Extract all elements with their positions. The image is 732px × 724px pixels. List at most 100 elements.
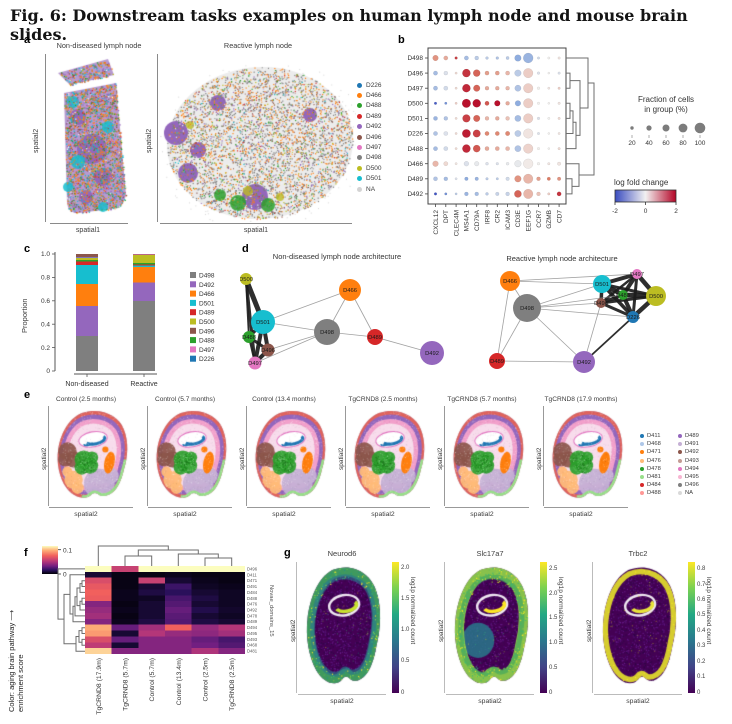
- legend-color-dot: [640, 466, 644, 471]
- dotplot-col-label: CD3E: [515, 209, 522, 227]
- legend-color-dot: [357, 186, 362, 192]
- dotplot-dot: [472, 99, 481, 108]
- bar-legend-label: D501: [199, 300, 215, 307]
- heatmap-row-label: D476: [247, 602, 258, 607]
- dotplot-dot: [462, 114, 471, 123]
- brain-slice-xlabel: spatial2: [470, 511, 494, 518]
- heatmap-cell: [165, 624, 192, 631]
- dotplot-dot: [473, 84, 481, 92]
- network-node-label: D488: [242, 335, 256, 341]
- brain-legend-item: D468: [640, 441, 661, 447]
- lfc-colorbar: [614, 189, 677, 203]
- bar-segment: [76, 254, 98, 257]
- dotplot-dot: [547, 192, 551, 196]
- dotplot-dot: [472, 129, 481, 138]
- network-node: [248, 356, 262, 370]
- legend-color-dot: [678, 434, 682, 438]
- dotplot-dot: [443, 55, 449, 61]
- heatmap-cell: [138, 595, 166, 602]
- brain-slice-xlabel: spatial2: [272, 511, 296, 518]
- legend-color-dot: [357, 165, 362, 171]
- heatmap-cell: [218, 618, 246, 625]
- panel-b-label: b: [398, 34, 405, 46]
- dotplot-dot: [523, 128, 534, 139]
- bar-category-label: Non-diseased: [65, 381, 108, 388]
- brain-legend-item: D471: [640, 449, 661, 455]
- dotplot-dot: [454, 117, 458, 120]
- size-legend-dot: [694, 122, 706, 134]
- bar-segment: [133, 254, 155, 255]
- network-node: [513, 294, 541, 322]
- legend-color-dot: [678, 450, 682, 455]
- panel-d-label: d: [242, 243, 249, 255]
- brain-legend-item: D476: [640, 458, 661, 464]
- dotplot-dot: [454, 132, 458, 135]
- legend-color-dot: [640, 450, 644, 455]
- cb-tick-label: 0: [63, 572, 67, 579]
- bar-legend-label: D496: [199, 328, 215, 335]
- brain-legend-item: D411: [640, 433, 660, 439]
- dotplot-dot: [432, 55, 439, 61]
- dotplot-dot: [472, 144, 481, 153]
- brain-legend-item: D489: [678, 433, 699, 439]
- dotplot-dot: [537, 71, 540, 75]
- dotplot-dot: [485, 192, 489, 196]
- brain-slice-yaxis: [48, 406, 49, 506]
- network-node: [618, 290, 628, 300]
- heatmap-cell: [138, 624, 166, 631]
- dotplot-row-label: D466: [407, 161, 423, 168]
- heatmap-cell: [191, 577, 219, 584]
- dotplot-dot: [433, 146, 438, 151]
- dotplot-dot: [557, 86, 561, 90]
- legend-color-dot: [357, 82, 362, 88]
- brain-slice-yaxis: [246, 406, 247, 506]
- dotplot-dot: [523, 83, 534, 94]
- dotplot-dot: [557, 71, 561, 75]
- dotplot-dot: [463, 161, 469, 167]
- dotplot-dot: [443, 116, 448, 121]
- heatmap-cell: [191, 618, 219, 625]
- dotplot-dot: [537, 56, 540, 60]
- bar-legend-swatch: [190, 337, 196, 344]
- dotplot-dot: [433, 131, 438, 136]
- dotplot-col-label: CD7: [556, 210, 563, 223]
- brain-slice-ylabel: spatial2: [536, 447, 543, 470]
- dotplot-dot: [454, 147, 458, 150]
- bar-segment: [133, 300, 155, 371]
- bar-ytick-label: 0: [46, 368, 50, 375]
- heatmap-cell: [111, 648, 139, 655]
- network-node: [500, 271, 520, 291]
- dotplot-dot: [547, 147, 550, 150]
- heatmap-row-label: D411: [247, 572, 257, 577]
- heatmap-cell: [138, 607, 166, 613]
- expression-cb-tick-label: 0.2: [697, 658, 706, 665]
- legend-color-dot: [357, 93, 362, 99]
- bar-segment: [76, 257, 98, 259]
- heatmap-cell: [85, 571, 112, 578]
- legend-label: D226: [366, 81, 382, 89]
- heatmap-cell: [165, 583, 192, 590]
- heatmap-cell: [218, 566, 246, 572]
- bar-segment: [76, 265, 98, 284]
- enrichment-colorbar: [42, 546, 58, 574]
- heatmap-cell: [85, 601, 112, 608]
- row-dendrogram-link: [81, 638, 85, 646]
- network-node: [593, 275, 611, 293]
- bar-segment: [76, 261, 98, 266]
- heatmap-cell: [85, 624, 112, 631]
- network-edge: [262, 289, 351, 323]
- size-legend-dot: [662, 124, 670, 132]
- expression-cb-tick-label: 1.0: [401, 627, 410, 634]
- brain-slice-ylabel: spatial2: [437, 447, 444, 470]
- panel-a-plot2-title: Reactive lymph node: [223, 41, 293, 50]
- lfc-tick-label: 2: [674, 208, 678, 215]
- lymph-legend-item: D501: [357, 174, 382, 184]
- heatmap-cell: [111, 624, 139, 631]
- heatmap-cell: [138, 612, 166, 619]
- dotplot-dot: [557, 56, 561, 60]
- dotplot-dot: [434, 101, 437, 105]
- dotplot-row-label: D489: [407, 176, 423, 183]
- dotplot-dot: [443, 70, 448, 76]
- bar-legend-label: D489: [199, 310, 215, 317]
- brain-domain-map: [348, 407, 428, 505]
